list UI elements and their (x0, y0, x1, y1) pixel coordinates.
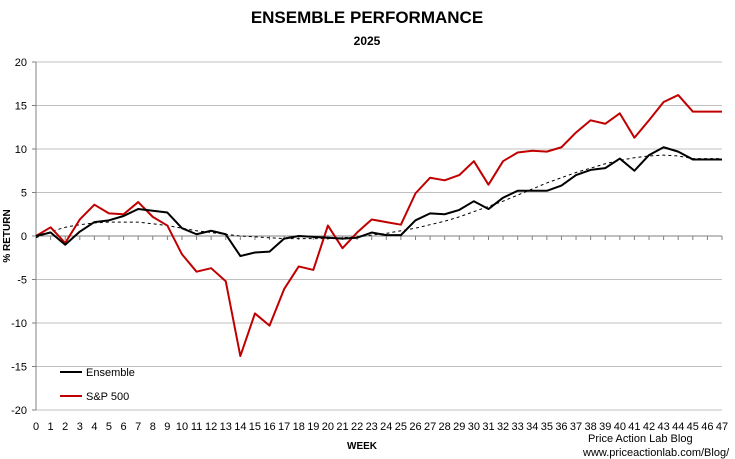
x-tick-label: 7 (135, 421, 141, 433)
series-line-s-p-500 (35, 94, 722, 358)
x-tick-label: 2 (62, 421, 68, 433)
series-line-ensemble (35, 146, 722, 258)
axes (32, 61, 723, 411)
x-tick-labels: 0 1 2 3 4 5 6 7 8 9 10 11 12 13 14 15 16 17 18 19 20 21 22 23 24… (33, 421, 728, 433)
x-tick-label: 27 (424, 421, 436, 433)
series-lines (35, 94, 722, 358)
x-tick-label: 41 (628, 421, 640, 433)
y-axis-label: % RETURN (2, 209, 13, 262)
x-tick-label: 39 (599, 421, 611, 433)
x-tick-label: 19 (307, 421, 319, 433)
x-tick-label: 30 (468, 421, 480, 433)
x-tick-label: 25 (395, 421, 407, 433)
x-tick-label: 24 (380, 421, 392, 433)
x-tick-label: 47 (716, 421, 728, 433)
x-tick-label: 0 (33, 421, 39, 433)
x-tick-label: 16 (263, 421, 275, 433)
x-tick-label: 1 (48, 421, 54, 433)
y-tick-labels: 20 15 10 5 0 -5 -10 -15 -20 (11, 57, 27, 417)
y-tick-label: 5 (21, 188, 27, 200)
x-tick-label: 3 (77, 421, 83, 433)
series-line-ensemble-trend (35, 154, 722, 240)
x-tick-label: 23 (366, 421, 378, 433)
x-tick-label: 28 (439, 421, 451, 433)
x-tick-label: 21 (336, 421, 348, 433)
y-tick-label: -15 (11, 362, 27, 374)
y-tick-label: -5 (17, 275, 27, 287)
x-tick-label: 11 (191, 421, 202, 433)
y-tick-label: 20 (15, 57, 27, 69)
x-tick-label: 13 (220, 421, 232, 433)
x-tick-label: 37 (570, 421, 582, 433)
x-tick-label: 32 (497, 421, 509, 433)
credit-line-1: Price Action Lab Blog (588, 433, 693, 445)
x-tick-label: 40 (614, 421, 626, 433)
x-tick-label: 9 (164, 421, 170, 433)
x-tick-label: 46 (701, 421, 713, 433)
y-tick-label: 0 (21, 231, 27, 243)
x-tick-label: 14 (234, 421, 246, 433)
chart-subtitle: 2025 (354, 34, 381, 48)
x-tick-label: 31 (482, 421, 494, 433)
y-tick-label: 15 (15, 101, 27, 113)
x-tick-label: 45 (687, 421, 699, 433)
x-tick-label: 34 (526, 421, 538, 433)
x-tick-label: 6 (121, 421, 127, 433)
x-tick-label: 29 (453, 421, 465, 433)
x-tick-label: 26 (409, 421, 421, 433)
x-tick-label: 42 (643, 421, 655, 433)
x-tick-label: 10 (176, 421, 188, 433)
x-tick-label: 33 (512, 421, 524, 433)
x-tick-label: 17 (278, 421, 290, 433)
legend-label-sp500: S&P 500 (86, 391, 129, 403)
x-axis-label: WEEK (347, 441, 378, 452)
x-tick-label: 20 (322, 421, 334, 433)
x-tick-label: 18 (293, 421, 305, 433)
credit-line-2: www.priceactionlab.com/Blog/ (582, 447, 730, 459)
y-tick-label: -10 (11, 318, 27, 330)
x-tick-label: 22 (351, 421, 363, 433)
x-tick-label: 43 (657, 421, 669, 433)
x-tick-label: 4 (91, 421, 97, 433)
x-tick-label: 15 (249, 421, 261, 433)
x-tick-label: 44 (672, 421, 684, 433)
x-tick-label: 5 (106, 421, 112, 433)
x-tick-label: 35 (541, 421, 553, 433)
legend: Ensemble S&P 500 (60, 367, 135, 403)
x-tick-label: 38 (585, 421, 597, 433)
chart-title: ENSEMBLE PERFORMANCE (251, 8, 483, 27)
y-tick-label: -20 (11, 405, 27, 417)
x-tick-label: 36 (555, 421, 567, 433)
legend-label-ensemble: Ensemble (86, 367, 135, 379)
y-tick-label: 10 (15, 144, 27, 156)
x-tick-label: 12 (205, 421, 217, 433)
x-tick-label: 8 (150, 421, 156, 433)
